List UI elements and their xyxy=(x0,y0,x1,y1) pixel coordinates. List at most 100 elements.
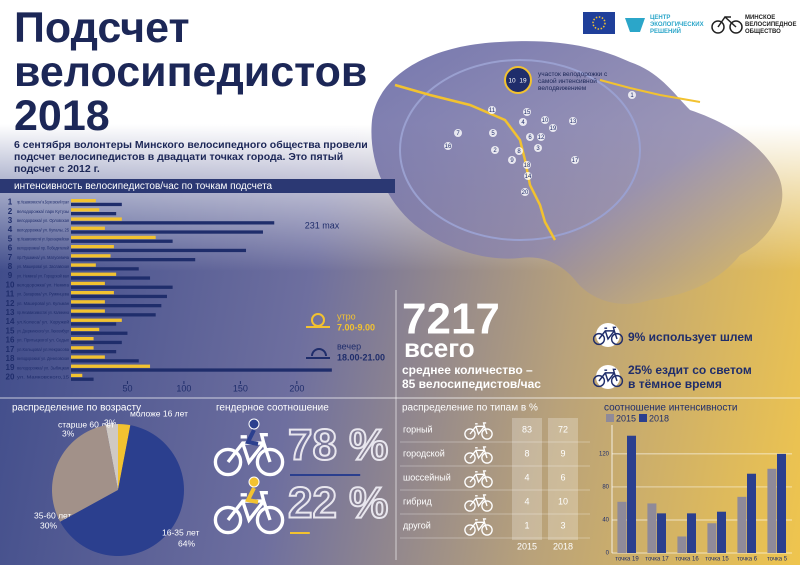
bike-wheel xyxy=(481,428,493,440)
bar xyxy=(71,294,167,299)
chart-title: гендерное соотношение xyxy=(216,403,329,414)
table-row-label: шоссейный xyxy=(403,472,451,482)
bar xyxy=(71,254,111,258)
bar xyxy=(71,267,139,271)
eu-flag xyxy=(583,12,615,34)
rider-body xyxy=(245,487,259,504)
bar xyxy=(71,373,83,378)
point-number: 8 xyxy=(8,262,13,271)
bar xyxy=(71,263,96,267)
map-point xyxy=(519,118,527,126)
bar xyxy=(71,377,94,381)
pie-label: моложе 16 лет xyxy=(130,408,188,418)
bike-frame xyxy=(598,326,618,341)
bar xyxy=(71,276,151,280)
map-legend-point: 19 xyxy=(519,78,527,85)
point-location: велодорожка/ ул. Орловская xyxy=(17,218,69,223)
bar xyxy=(71,291,114,295)
table-cell: 1 xyxy=(524,520,529,530)
percent-bar xyxy=(290,474,361,476)
table-row-label: городской xyxy=(403,448,445,458)
point-number: 6 xyxy=(8,244,13,253)
map-point xyxy=(537,133,545,141)
bar xyxy=(71,368,332,372)
map-point xyxy=(534,144,542,152)
map-point-label: 19 xyxy=(550,126,557,132)
bike-wheel xyxy=(464,428,476,440)
point-number: 16 xyxy=(6,336,15,345)
bike-icon xyxy=(592,368,624,388)
table-row-label: горный xyxy=(403,424,433,434)
bar xyxy=(71,272,117,276)
bar xyxy=(717,511,726,553)
ring-road xyxy=(399,59,641,241)
map-point xyxy=(526,133,534,141)
table-cell: 8 xyxy=(524,448,529,458)
bike-wheel xyxy=(213,505,243,535)
point-location: ул.Кольцова/ ул.Некрасова xyxy=(17,347,69,352)
map-point-label: 20 xyxy=(522,190,529,196)
x-tick-label: 50 xyxy=(122,383,132,393)
helmet-stat: 9% использует шлем xyxy=(628,330,753,344)
bar xyxy=(747,473,756,553)
x-tick-label: точка 15 xyxy=(705,557,729,563)
map-point-label: 6 xyxy=(528,135,532,141)
point-number: 20 xyxy=(6,372,15,381)
bike-icon xyxy=(592,326,624,346)
bike-wheel xyxy=(610,332,624,346)
point-location: ул. Дзержинского/ ул. Люксембург xyxy=(17,328,69,333)
legend-icon xyxy=(311,348,327,357)
bike-wheel xyxy=(481,452,493,464)
point-location: пр.Независимости/ ул. Калинина xyxy=(17,310,69,315)
legend-label: 2018 xyxy=(649,413,669,423)
map-legend: участок велодорожки с самой интенсивной … xyxy=(538,71,608,92)
rider-body xyxy=(245,429,259,446)
bar xyxy=(707,523,717,553)
bar xyxy=(71,327,100,332)
x-tick-label: точка 17 xyxy=(645,557,669,563)
pie-label: старше 60 лет xyxy=(58,419,115,429)
point-number: 15 xyxy=(6,326,15,335)
bike-wheel xyxy=(255,447,285,477)
map-point xyxy=(524,172,532,180)
table-cell: 10 xyxy=(558,496,568,506)
bar xyxy=(71,258,196,262)
bar xyxy=(71,331,128,335)
map-point xyxy=(454,129,462,137)
map-point-label: 1 xyxy=(630,93,634,99)
bar xyxy=(71,230,263,234)
pie-value: 3% xyxy=(62,428,75,438)
bike-frame xyxy=(469,470,488,484)
society-logo-wheel xyxy=(729,20,743,34)
point-number: 2 xyxy=(8,207,13,216)
bar xyxy=(677,536,687,553)
point-location: ул.Колеса/ ул. Хоружей xyxy=(17,318,70,324)
map-point-label: 3 xyxy=(536,146,540,152)
map-point xyxy=(444,142,452,150)
bike-icon xyxy=(464,470,493,488)
point-number: 11 xyxy=(6,290,15,299)
table-header: 2015 xyxy=(517,541,537,551)
bike-wheel xyxy=(464,524,476,536)
bar xyxy=(647,503,657,553)
map-point xyxy=(541,116,549,124)
x-tick-label: 150 xyxy=(233,383,248,393)
bar xyxy=(71,346,94,350)
bar xyxy=(71,245,114,249)
point-number: 17 xyxy=(6,345,15,354)
map-point-label: 17 xyxy=(572,158,579,164)
x-tick-label: 200 xyxy=(289,383,304,393)
bar xyxy=(71,355,105,359)
map-point xyxy=(491,146,499,154)
legend-time: 18.00-21.00 xyxy=(337,352,385,362)
bike-wheel xyxy=(481,500,493,512)
table-cell: 9 xyxy=(560,448,565,458)
pie-value: 30% xyxy=(40,520,57,530)
y-tick-label: 80 xyxy=(602,485,609,491)
bike-icon xyxy=(464,518,493,536)
bar xyxy=(767,468,777,553)
y-tick-label: 40 xyxy=(602,518,609,524)
map-point-label: 15 xyxy=(524,110,531,116)
point-location: велодорожка/ ул. Немига xyxy=(17,282,69,287)
